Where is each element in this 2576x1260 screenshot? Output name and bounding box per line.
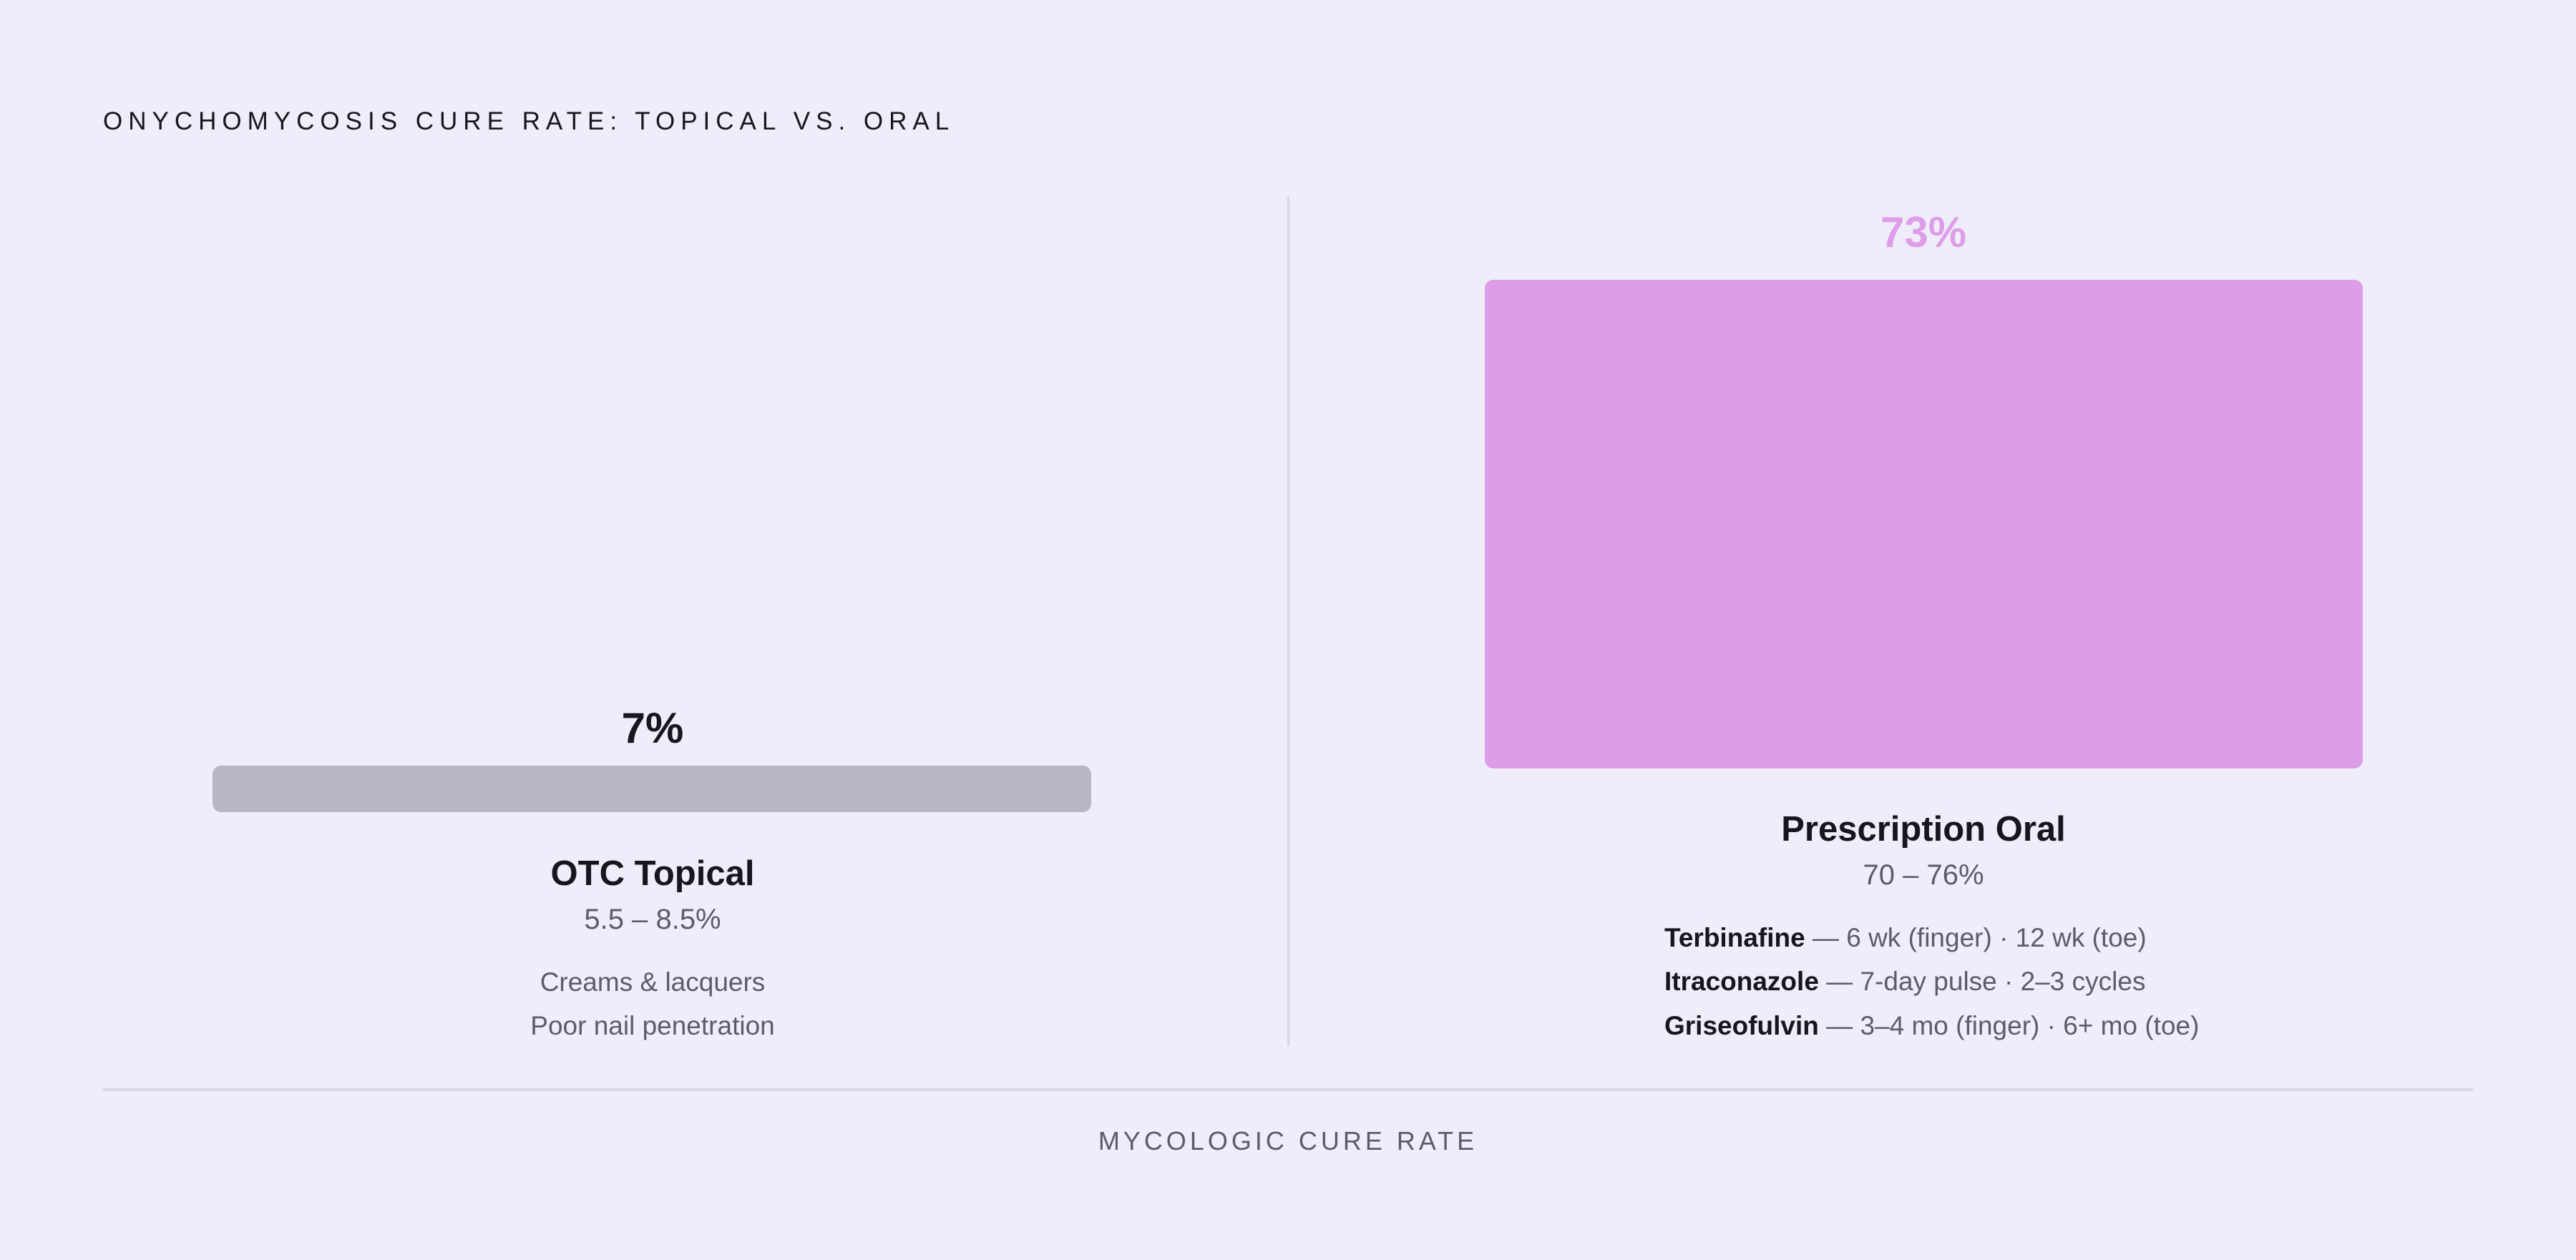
range-label-oral: 70 – 76% [1863, 859, 1984, 891]
column-divider [1287, 197, 1289, 1046]
category-label-otc: OTC Topical [550, 854, 755, 893]
value-label-otc: 7% [621, 704, 684, 752]
drug-name: Terbinafine [1664, 923, 1805, 952]
drug-row-griseofulvin: Griseofulvin — 3–4 mo (finger) · 6+ mo (… [1664, 1010, 2199, 1042]
range-label-otc: 5.5 – 8.5% [584, 904, 721, 935]
otc-note-2: Poor nail penetration [530, 1011, 775, 1040]
otc-note-1: Creams & lacquers [540, 967, 766, 997]
category-label-oral: Prescription Oral [1781, 810, 2066, 849]
drug-detail: — 3–4 mo (finger) · 6+ mo (toe) [1818, 1011, 2200, 1040]
chart-baseline [103, 1088, 2473, 1091]
bar-otc-topical [213, 766, 1091, 812]
x-axis-label: MYCOLOGIC CURE RATE [1098, 1126, 1478, 1156]
value-label-oral: 73% [1880, 208, 1967, 256]
chart-title: ONYCHOMYCOSIS CURE RATE: TOPICAL VS. ORA… [103, 107, 955, 135]
drug-detail: — 6 wk (finger) · 12 wk (toe) [1805, 923, 2147, 952]
drug-detail: — 7-day pulse · 2–3 cycles [1818, 967, 2146, 996]
drug-name: Griseofulvin [1664, 1011, 1819, 1040]
category-otc-topical: 7% OTC Topical 5.5 – 8.5% Creams & lacqu… [103, 0, 1202, 1260]
bar-prescription-oral [1485, 280, 2363, 768]
drug-row-itraconazole: Itraconazole — 7-day pulse · 2–3 cycles [1664, 966, 2145, 997]
drug-name: Itraconazole [1664, 967, 1819, 996]
category-prescription-oral: 73% Prescription Oral 70 – 76% [1374, 0, 2473, 1260]
drug-row-terbinafine: Terbinafine — 6 wk (finger) · 12 wk (toe… [1664, 922, 2147, 954]
